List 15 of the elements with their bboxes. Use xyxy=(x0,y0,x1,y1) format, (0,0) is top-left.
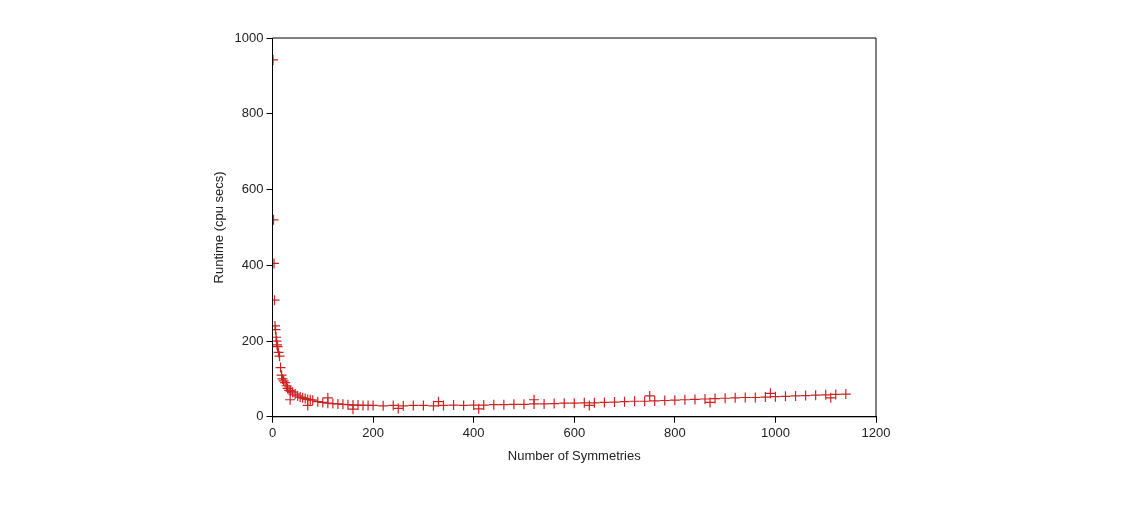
y-tick-label: 200 xyxy=(241,332,264,348)
y-tick-label: 600 xyxy=(241,181,264,197)
y-tick-label: 400 xyxy=(241,256,264,272)
x-tick-label: 0 xyxy=(268,425,277,441)
x-tick-label: 1200 xyxy=(861,425,891,441)
x-tick-label: 1000 xyxy=(760,425,790,441)
y-tick-label: 800 xyxy=(241,105,264,121)
y-tick-label: 1000 xyxy=(234,29,264,45)
x-tick-label: 800 xyxy=(663,425,686,441)
y-tick-label: 0 xyxy=(256,408,264,424)
y-axis-title: Runtime (cpu secs) xyxy=(211,171,227,284)
x-tick-label: 200 xyxy=(362,425,384,441)
x-tick-label: 400 xyxy=(462,425,485,441)
x-tick-label: 600 xyxy=(563,425,586,441)
x-axis-title: Number of Symmetries xyxy=(507,447,642,463)
